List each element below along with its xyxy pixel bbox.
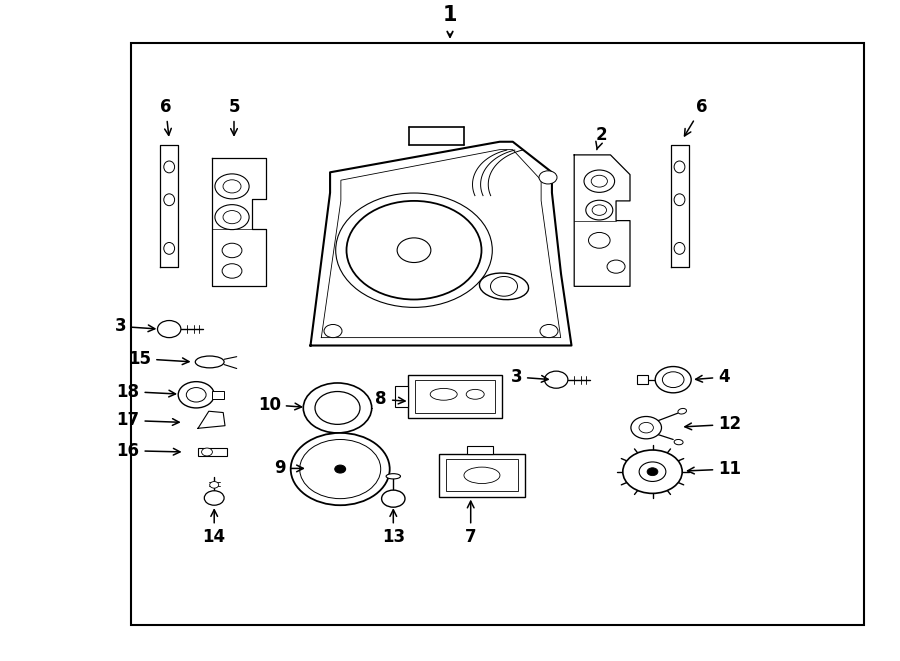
Circle shape <box>623 450 682 493</box>
Polygon shape <box>198 411 225 428</box>
Ellipse shape <box>674 161 685 173</box>
Text: 4: 4 <box>696 368 730 386</box>
Text: 18: 18 <box>116 383 176 401</box>
Circle shape <box>607 260 625 273</box>
Ellipse shape <box>164 161 175 173</box>
Text: 17: 17 <box>116 411 179 430</box>
Text: 6: 6 <box>685 98 707 136</box>
Ellipse shape <box>430 389 457 400</box>
Ellipse shape <box>674 194 685 206</box>
Circle shape <box>397 238 431 262</box>
Bar <box>446 459 518 491</box>
Circle shape <box>639 462 666 481</box>
Ellipse shape <box>195 356 224 368</box>
Circle shape <box>491 276 518 296</box>
Polygon shape <box>212 158 266 286</box>
Bar <box>198 448 227 456</box>
Text: 1: 1 <box>443 5 457 24</box>
Circle shape <box>586 200 613 220</box>
Bar <box>415 380 495 412</box>
Text: 16: 16 <box>116 442 180 459</box>
Ellipse shape <box>464 467 500 484</box>
Text: 5: 5 <box>229 98 239 136</box>
Polygon shape <box>160 145 178 266</box>
Circle shape <box>215 205 249 229</box>
Circle shape <box>291 433 390 505</box>
Text: 12: 12 <box>685 415 742 434</box>
Text: 8: 8 <box>375 391 405 408</box>
Text: 15: 15 <box>128 350 189 368</box>
Bar <box>408 375 502 418</box>
Text: 7: 7 <box>465 501 476 547</box>
Circle shape <box>178 381 214 408</box>
Text: 11: 11 <box>688 460 742 478</box>
Bar <box>395 386 408 407</box>
Circle shape <box>540 325 558 338</box>
Circle shape <box>662 371 684 387</box>
Circle shape <box>315 391 360 424</box>
Circle shape <box>223 180 241 193</box>
Circle shape <box>215 174 249 199</box>
Ellipse shape <box>164 243 175 254</box>
Circle shape <box>647 468 658 476</box>
Circle shape <box>592 205 607 215</box>
Circle shape <box>544 371 568 388</box>
Text: 9: 9 <box>274 459 303 477</box>
Ellipse shape <box>674 243 685 254</box>
Polygon shape <box>310 141 572 346</box>
Circle shape <box>300 440 381 498</box>
Circle shape <box>324 325 342 338</box>
Circle shape <box>639 422 653 433</box>
Polygon shape <box>670 145 688 266</box>
Ellipse shape <box>678 408 687 414</box>
Text: 6: 6 <box>160 98 171 136</box>
Circle shape <box>655 367 691 393</box>
Text: 14: 14 <box>202 510 226 547</box>
Circle shape <box>202 448 212 456</box>
Circle shape <box>346 201 482 299</box>
Circle shape <box>210 482 219 488</box>
Circle shape <box>223 211 241 223</box>
Circle shape <box>335 465 346 473</box>
Ellipse shape <box>674 440 683 445</box>
Circle shape <box>591 175 608 187</box>
Ellipse shape <box>466 389 484 399</box>
Text: 13: 13 <box>382 510 405 547</box>
Circle shape <box>382 490 405 507</box>
Circle shape <box>584 170 615 192</box>
Circle shape <box>186 387 206 402</box>
Ellipse shape <box>480 273 528 299</box>
Polygon shape <box>574 155 630 286</box>
Circle shape <box>158 321 181 338</box>
Text: 3: 3 <box>114 317 155 335</box>
Bar <box>439 454 525 496</box>
Circle shape <box>222 243 242 258</box>
Bar <box>637 375 648 384</box>
Circle shape <box>631 416 662 439</box>
Bar <box>212 391 224 399</box>
Ellipse shape <box>164 194 175 206</box>
Circle shape <box>589 233 610 249</box>
Circle shape <box>303 383 372 433</box>
Text: 10: 10 <box>257 396 302 414</box>
Circle shape <box>539 171 557 184</box>
Text: 3: 3 <box>510 368 548 386</box>
Ellipse shape <box>386 474 400 479</box>
Text: 2: 2 <box>596 126 607 149</box>
Circle shape <box>222 264 242 278</box>
Bar <box>467 446 493 454</box>
Circle shape <box>336 193 492 307</box>
Bar <box>130 43 864 625</box>
Circle shape <box>204 490 224 505</box>
